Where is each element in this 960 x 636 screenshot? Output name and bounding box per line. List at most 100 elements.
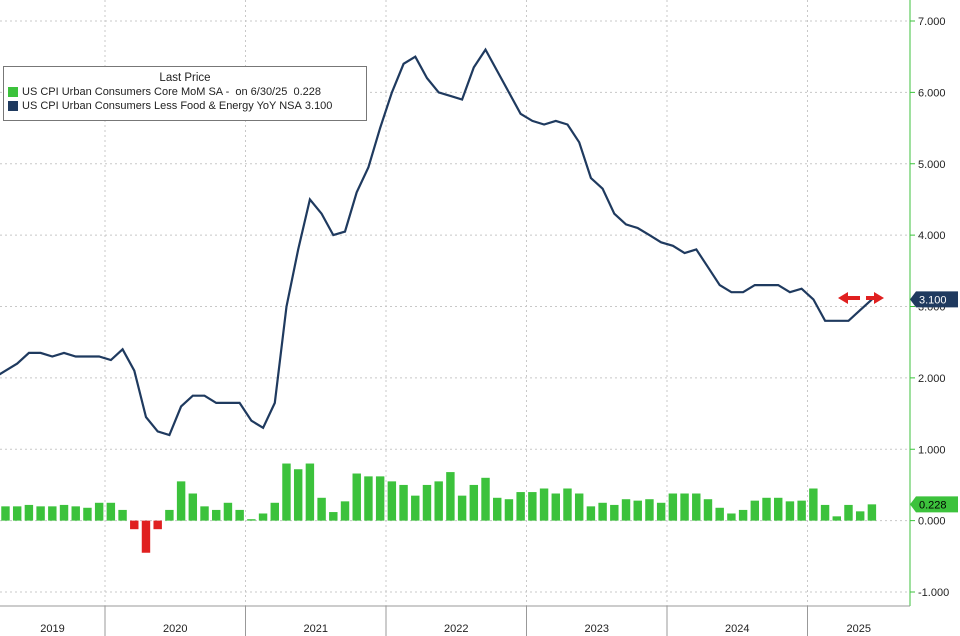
bars-series xyxy=(1,463,877,553)
bar xyxy=(223,502,233,521)
x-tick-label: 2023 xyxy=(585,623,609,635)
x-tick-label: 2021 xyxy=(304,623,328,635)
bar xyxy=(645,499,654,521)
bar xyxy=(71,506,80,521)
bar xyxy=(411,495,420,521)
last-value-tag-yoy: 3.100 xyxy=(919,294,947,306)
y-tick-label: 5.000 xyxy=(918,159,946,171)
bar xyxy=(727,513,736,521)
bar xyxy=(165,509,174,521)
y-tick-label: 4.000 xyxy=(918,230,946,242)
bar xyxy=(387,481,397,521)
bar xyxy=(364,476,373,521)
x-tick-label: 2020 xyxy=(163,623,187,635)
x-tick-label: 2024 xyxy=(725,623,749,635)
bar xyxy=(176,481,186,521)
x-tick-label: 2025 xyxy=(847,623,871,635)
last-value-tag-yoy-box xyxy=(910,291,958,308)
bar xyxy=(153,520,162,530)
x-tick-label: 2022 xyxy=(444,623,468,635)
y-tick-label: 1.000 xyxy=(918,444,946,456)
bar xyxy=(551,493,560,521)
bar xyxy=(774,497,783,521)
y-tick-label: 0.000 xyxy=(918,516,946,528)
last-value-tag-mom-box xyxy=(910,496,958,513)
legend-extra: on 6/30/25 xyxy=(235,86,288,98)
bar xyxy=(188,493,198,521)
y-tick-label: 7.000 xyxy=(918,16,946,28)
bar xyxy=(305,463,315,521)
bar xyxy=(130,520,139,530)
legend-value: 3.100 xyxy=(304,100,333,112)
line-series xyxy=(0,47,873,437)
bar xyxy=(48,506,57,521)
bar xyxy=(563,488,572,521)
arrow-left-icon xyxy=(838,292,860,304)
bar xyxy=(375,476,385,521)
bar xyxy=(434,481,443,521)
bar xyxy=(422,484,432,521)
legend-label: US CPI Urban Consumers Less Food & Energ… xyxy=(22,100,302,112)
bar xyxy=(481,477,490,521)
bar xyxy=(656,502,666,521)
bar xyxy=(258,513,268,521)
y-tick-label: -1.000 xyxy=(918,587,949,599)
legend-swatch-navy xyxy=(8,101,18,111)
bar xyxy=(340,501,350,521)
bar xyxy=(293,469,303,521)
bar xyxy=(738,509,748,521)
bar xyxy=(809,488,818,521)
bar xyxy=(317,497,326,521)
x-tick-label: 2019 xyxy=(40,623,64,635)
bar xyxy=(621,499,631,521)
bar xyxy=(820,504,830,521)
bar xyxy=(83,507,92,521)
bar xyxy=(516,492,525,521)
bar xyxy=(118,509,127,521)
bar xyxy=(94,502,104,521)
bar xyxy=(785,501,795,521)
bar xyxy=(680,493,689,521)
legend-label: US CPI Urban Consumers Core MoM SA - xyxy=(22,86,230,98)
bar xyxy=(633,500,642,521)
bar xyxy=(762,497,771,521)
red-arrows-annotation xyxy=(838,292,884,304)
bar xyxy=(692,493,701,521)
bar xyxy=(1,506,10,521)
bar xyxy=(200,506,209,521)
bar xyxy=(493,497,502,521)
legend: Last Price US CPI Urban Consumers Core M… xyxy=(3,66,367,121)
bar xyxy=(329,512,338,521)
bar xyxy=(106,502,116,521)
bar xyxy=(598,502,607,521)
last-value-tag-mom: 0.228 xyxy=(919,499,947,511)
bar xyxy=(457,495,467,521)
bar xyxy=(668,493,678,521)
bar xyxy=(446,472,455,521)
bar xyxy=(586,506,596,521)
bar xyxy=(235,509,244,521)
arrow-right-icon xyxy=(866,292,884,304)
bar xyxy=(750,500,760,521)
bar xyxy=(797,500,806,521)
bar xyxy=(715,507,724,521)
bar xyxy=(832,516,841,521)
bar xyxy=(469,484,479,521)
bar xyxy=(504,499,514,521)
bar xyxy=(844,504,853,521)
bar xyxy=(24,504,34,521)
legend-row-core-yoy: US CPI Urban Consumers Less Food & Energ… xyxy=(8,100,366,112)
bar xyxy=(528,492,537,521)
bar xyxy=(610,504,619,521)
bar xyxy=(282,463,291,521)
bar xyxy=(399,484,408,521)
legend-row-core-mom: US CPI Urban Consumers Core MoM SA - on … xyxy=(8,86,366,98)
bar xyxy=(352,473,361,521)
bar xyxy=(855,511,865,521)
legend-title: Last Price xyxy=(159,72,211,84)
y-tick-label: 2.000 xyxy=(918,373,946,385)
bar xyxy=(247,519,256,521)
bar xyxy=(574,493,584,521)
